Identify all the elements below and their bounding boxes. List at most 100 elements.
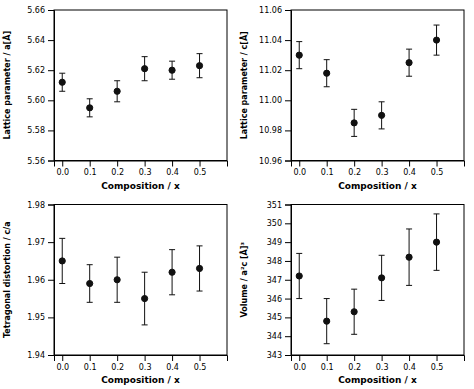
plot-frame [54,205,227,356]
tick-mark [48,205,54,206]
tick-label: 0.4 [403,363,416,372]
tick-mark [285,336,291,337]
tick: 0.3 [139,161,152,178]
tick-mark [172,161,173,167]
x-axis-title: Composition / x [101,181,180,191]
point [169,269,175,275]
error-bar [59,238,65,283]
x-axis: 0.00.10.20.30.40.5 [55,355,228,372]
tick-label: 1.98 [27,201,45,210]
tick-mark [285,280,291,281]
error-bar [114,81,120,102]
tick: 0.2 [111,355,124,372]
chart-figure: 0.00.10.20.30.40.55.565.585.605.625.645.… [0,0,474,389]
tick: 5.66 [27,6,54,15]
tick: 0.1 [84,161,97,178]
panel: 0.00.10.20.30.40.53433443453463473483493… [239,201,465,385]
tick: 0.0 [293,355,306,372]
tick-mark [285,205,291,206]
axis-line [292,161,465,167]
tick-mark [354,161,355,167]
tick: 5.56 [27,157,54,166]
tick-mark [145,161,146,167]
tick: 351 [267,201,291,210]
tick: 11.02 [259,66,291,75]
tick-label: 0.4 [166,363,179,372]
point [114,277,120,283]
panel: 0.00.10.20.30.40.51.941.951.961.971.98Co… [3,201,228,385]
tick-label: 5.58 [27,126,45,135]
tick-mark [200,355,201,361]
error-bar [296,253,302,298]
tick-mark [354,355,355,361]
tick: 1.98 [27,201,54,210]
tick-label: 11.06 [259,6,282,15]
error-bar [351,289,357,334]
tick: 1.95 [27,313,54,322]
point [87,280,93,286]
tick: 348 [267,257,291,266]
tick: 0.3 [139,355,152,372]
tick-mark [48,161,54,162]
tick-mark [285,70,291,71]
point [296,52,302,58]
x-axis-title: Composition / x [338,181,417,191]
tick-label: 10.96 [259,157,282,166]
tick: 0.3 [376,355,389,372]
tick-label: 11.02 [259,66,282,75]
tick: 1.94 [27,351,54,360]
point [114,88,120,94]
tick-label: 0.5 [431,168,444,177]
plot-frame [291,205,464,356]
error-bar [142,272,148,325]
marks [59,54,202,117]
tick-mark [90,355,91,361]
tick: 5.62 [27,66,54,75]
tick: 0.4 [403,161,416,178]
panel: 0.00.10.20.30.40.55.565.585.605.625.645.… [2,6,228,190]
error-bar [142,57,148,81]
tick: 0.2 [111,161,124,178]
tick: 347 [267,276,291,285]
error-bar [169,250,175,295]
point [379,112,385,118]
error-bar [197,54,203,78]
point [351,309,357,315]
point [196,265,202,271]
error-bar [379,255,385,300]
y-axis-title: Tetragonal distortion / c/a [3,221,12,338]
error-bar [406,49,412,76]
y-axis-title: Volume / a²c [Å]³ [239,242,249,318]
y-axis-title: Lattice parameter / a[Å] [2,31,12,140]
plot-frame [291,10,464,161]
tick-mark [62,161,63,167]
tick-mark [285,161,291,162]
tick-label: 5.60 [27,96,45,105]
tick: 0.4 [166,355,179,372]
tick-mark [48,70,54,71]
tick: 11.00 [259,96,291,105]
tick-mark [382,355,383,361]
error-bar [87,99,93,117]
error-bar [406,229,412,285]
tick-mark [437,161,438,167]
tick-label: 0.5 [194,363,207,372]
tick-mark [62,355,63,361]
tick-label: 1.94 [27,351,45,360]
tick: 1.97 [27,238,54,247]
error-bar [324,60,330,87]
tick-mark [285,10,291,11]
tick-label: 0.2 [348,363,361,372]
point [169,67,175,73]
tick-label: 0.5 [194,168,207,177]
tick: 345 [267,313,291,322]
tick-mark [48,317,54,318]
y-axis: 10.9610.9811.0011.0211.0411.06 [259,6,291,166]
tick: 0.1 [321,355,334,372]
error-bar [169,61,175,79]
error-bar [114,257,120,302]
tick-mark [409,355,410,361]
point [142,66,148,72]
tick: 11.06 [259,6,291,15]
tick: 10.96 [259,157,291,166]
